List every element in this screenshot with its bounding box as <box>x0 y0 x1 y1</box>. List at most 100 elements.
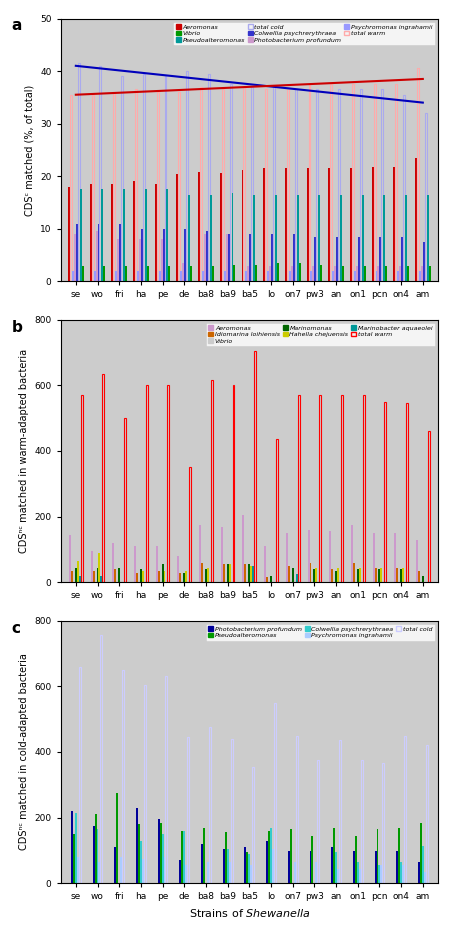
Bar <box>254 351 256 583</box>
Bar <box>231 739 232 884</box>
Bar <box>181 528 183 583</box>
Bar <box>155 184 157 281</box>
Bar <box>266 841 268 884</box>
Bar <box>405 194 407 281</box>
Bar <box>169 265 170 281</box>
Bar <box>223 564 225 583</box>
Bar <box>116 271 117 281</box>
Bar <box>138 460 140 583</box>
Bar <box>137 271 139 281</box>
Bar <box>159 271 161 281</box>
Bar <box>426 745 428 884</box>
Bar <box>400 862 402 884</box>
Bar <box>165 676 168 884</box>
Bar <box>328 168 330 281</box>
Bar <box>350 168 352 281</box>
Bar <box>422 575 424 583</box>
Bar <box>74 234 76 281</box>
Bar <box>308 84 310 281</box>
Bar <box>320 264 322 281</box>
Bar <box>287 87 289 281</box>
Bar <box>421 265 423 281</box>
Bar <box>401 236 403 281</box>
Bar <box>184 229 186 281</box>
Bar <box>164 77 166 281</box>
Bar <box>247 265 249 281</box>
Bar <box>116 793 118 884</box>
Bar <box>315 568 317 583</box>
Bar <box>296 574 298 583</box>
Bar <box>417 68 419 281</box>
Bar <box>92 94 94 281</box>
Bar <box>373 533 375 583</box>
X-axis label: Strains of $\it{Shewanella}$: Strains of $\it{Shewanella}$ <box>188 907 310 919</box>
Bar <box>307 168 308 281</box>
Bar <box>124 418 126 583</box>
Bar <box>101 635 102 884</box>
Bar <box>98 553 101 583</box>
Bar <box>135 90 137 281</box>
Bar <box>361 760 363 884</box>
Bar <box>229 564 231 583</box>
Bar <box>382 763 384 884</box>
Bar <box>396 851 398 884</box>
Bar <box>249 234 251 281</box>
Bar <box>291 265 293 281</box>
Bar <box>333 828 335 884</box>
Bar <box>297 194 299 281</box>
Bar <box>429 265 431 281</box>
Bar <box>403 94 405 281</box>
Bar <box>359 869 361 884</box>
Bar <box>319 395 321 583</box>
Bar <box>422 845 424 884</box>
Bar <box>96 829 98 884</box>
Bar <box>376 829 378 884</box>
Bar <box>157 92 159 281</box>
Bar <box>340 194 342 281</box>
Bar <box>159 823 162 884</box>
Bar <box>80 190 82 281</box>
Bar <box>136 573 138 583</box>
Bar <box>337 568 339 583</box>
Bar <box>251 566 252 583</box>
Bar <box>248 564 251 583</box>
Bar <box>288 851 290 884</box>
Bar <box>168 385 169 583</box>
Bar <box>336 236 338 281</box>
Bar <box>378 569 381 583</box>
Y-axis label: CDSᶜ matched (%, of total): CDSᶜ matched (%, of total) <box>24 84 34 216</box>
Bar <box>309 851 312 884</box>
Bar <box>246 852 248 884</box>
Bar <box>144 685 146 884</box>
Bar <box>427 194 429 281</box>
Bar <box>70 94 72 281</box>
Bar <box>329 531 331 583</box>
Bar <box>166 190 169 281</box>
Bar <box>224 271 226 281</box>
Bar <box>226 234 228 281</box>
Bar <box>162 564 164 583</box>
Bar <box>394 533 396 583</box>
Bar <box>92 826 95 884</box>
Bar <box>142 571 144 583</box>
Bar <box>181 831 183 884</box>
Bar <box>222 90 224 281</box>
Bar <box>203 499 205 583</box>
Bar <box>94 271 96 281</box>
Bar <box>98 862 101 884</box>
Bar <box>383 194 386 281</box>
Bar <box>425 113 427 281</box>
Bar <box>79 575 81 583</box>
Bar <box>163 229 164 281</box>
Bar <box>313 265 314 281</box>
Bar <box>251 865 252 884</box>
Bar <box>356 265 358 281</box>
Bar <box>357 569 359 583</box>
Bar <box>183 831 185 884</box>
Bar <box>246 484 248 583</box>
Bar <box>331 569 333 583</box>
Bar <box>75 568 77 583</box>
Legend: Photobacterium profundum, Pseudoalteromonas, Colwellia psychrerythraea, Psychrom: Photobacterium profundum, Pseudoalteromo… <box>206 624 435 641</box>
Bar <box>272 849 274 884</box>
Bar <box>114 847 116 884</box>
